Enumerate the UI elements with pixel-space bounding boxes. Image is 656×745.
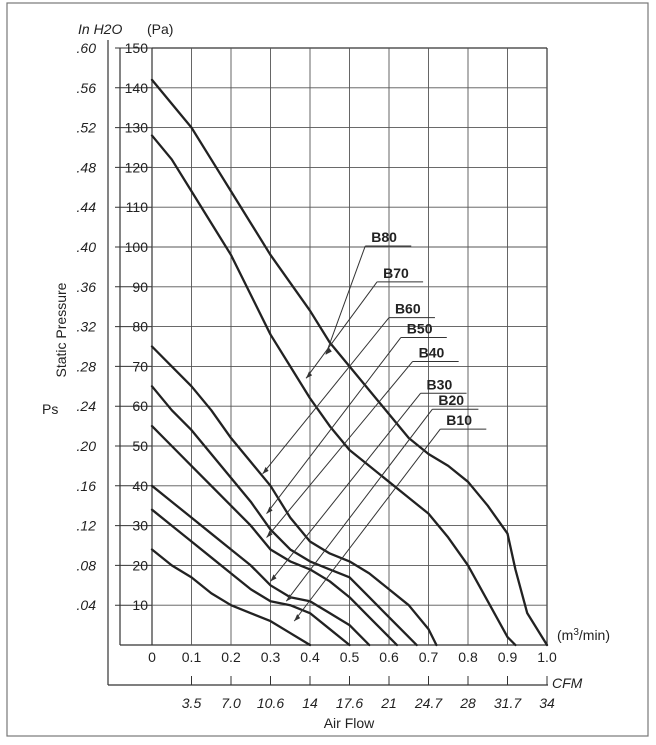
static-pressure-label: Static Pressure xyxy=(53,282,69,377)
pa-tick-label: 50 xyxy=(132,438,148,454)
inh2o-tick-label: .56 xyxy=(77,80,97,96)
leader-line-b70 xyxy=(305,281,378,379)
inh2o-tick-label: .40 xyxy=(77,239,97,255)
pa-tick-label: 20 xyxy=(132,557,148,573)
m3-tick-label: 0.2 xyxy=(221,649,241,665)
leader-arrow-b20 xyxy=(286,594,293,602)
curve-b30 xyxy=(150,484,371,647)
pa-tick-label: 70 xyxy=(132,358,148,374)
cfm-tick-label: 3.5 xyxy=(182,695,202,711)
cfm-unit-label: CFM xyxy=(552,675,583,691)
inh2o-tick-label: .08 xyxy=(77,557,97,573)
pa-tick-label: 100 xyxy=(125,239,149,255)
m3-tick-label: 0.5 xyxy=(340,649,360,665)
inh2o-tick-label: .52 xyxy=(77,120,97,136)
series-label-b40: B40 xyxy=(419,344,445,360)
inh2o-tick-label: .48 xyxy=(77,159,97,175)
cfm-tick-label: 7.0 xyxy=(221,695,241,711)
cfm-tick-label: 14 xyxy=(302,695,318,711)
inh2o-tick-label: .24 xyxy=(77,398,97,414)
inh2o-tick-label: .16 xyxy=(77,478,97,494)
outer-border xyxy=(6,2,649,737)
pa-unit-label: (Pa) xyxy=(147,21,173,37)
leader-line-b30 xyxy=(270,392,421,582)
curve-b40 xyxy=(150,424,399,647)
pa-tick-label: 150 xyxy=(125,40,149,56)
leader-arrow-b80 xyxy=(325,347,332,355)
m3-tick-label: 0.7 xyxy=(419,649,439,665)
curve-b20 xyxy=(150,508,351,647)
leader-arrow-b10 xyxy=(294,614,301,622)
m3-tick-label: 0.4 xyxy=(300,649,320,665)
inh2o-tick-label: .44 xyxy=(77,199,97,215)
m3-tick-label: 0.6 xyxy=(379,649,399,665)
curve-b70 xyxy=(150,134,517,647)
cfm-tick-label: 10.6 xyxy=(257,695,284,711)
grid-lines xyxy=(152,48,548,685)
pa-tick-label: 30 xyxy=(132,518,148,534)
series-label-b10: B10 xyxy=(446,412,472,428)
m3-tick-label: 0.1 xyxy=(182,649,202,665)
inh2o-tick-label: .36 xyxy=(77,279,97,295)
pa-tick-label: 10 xyxy=(132,597,148,613)
x-ticks: 0 0.1 0.2 0.3 0.4 0.5 0.6 0.7 0.8 0.9 1.0 3.5 7.0 10.… xyxy=(148,649,557,711)
m3-tick-label: 0.9 xyxy=(498,649,518,665)
leader-line-b50 xyxy=(266,337,402,514)
series-label-b30: B30 xyxy=(427,376,453,392)
leader-arrow-b60 xyxy=(262,466,269,474)
cfm-tick-label: 24.7 xyxy=(414,695,443,711)
inh2o-tick-label: .60 xyxy=(77,40,97,56)
pa-tick-label: 60 xyxy=(132,398,148,414)
inh2o-tick-label: .28 xyxy=(77,358,97,374)
leader-arrow-b70 xyxy=(306,371,313,379)
leader-line-b40 xyxy=(266,361,414,538)
leader-line-b20 xyxy=(285,408,433,602)
m3-tick-label: 0.8 xyxy=(458,649,478,665)
curve-b50 xyxy=(150,385,418,647)
inh2o-tick-label: .04 xyxy=(77,597,97,613)
m3-tick-label: 1.0 xyxy=(537,649,557,665)
leader-line-b80 xyxy=(325,245,366,355)
cfm-tick-label: 21 xyxy=(380,695,397,711)
leader-line-b10 xyxy=(293,428,441,622)
pa-tick-label: 120 xyxy=(125,159,149,175)
air-flow-label: Air Flow xyxy=(324,715,375,731)
cfm-tick-label: 31.7 xyxy=(494,695,522,711)
leader-arrow-b30 xyxy=(270,574,277,582)
pa-tick-label: 80 xyxy=(132,319,148,335)
curve-b10 xyxy=(150,548,312,647)
series-label-b50: B50 xyxy=(407,321,433,337)
leader-line-b60 xyxy=(262,317,390,475)
ps-symbol-label: Ps xyxy=(42,401,58,417)
leader-arrow-b50 xyxy=(266,506,273,514)
cfm-tick-label: 34 xyxy=(539,695,555,711)
pa-tick-label: 140 xyxy=(125,80,149,96)
pa-tick-label: 40 xyxy=(132,478,148,494)
axes xyxy=(107,40,548,686)
in-h2o-unit-label: In H2O xyxy=(78,21,122,37)
series-label-b20: B20 xyxy=(438,392,464,408)
inh2o-tick-label: .20 xyxy=(77,438,97,454)
cfm-tick-label: 17.6 xyxy=(336,695,363,711)
pa-tick-label: 90 xyxy=(132,279,148,295)
m3-min-unit-label: (m3/min) xyxy=(557,627,610,643)
series-label-b80: B80 xyxy=(371,229,397,245)
series-label-b60: B60 xyxy=(395,301,421,317)
curve-b80 xyxy=(150,78,549,647)
inh2o-tick-label: .12 xyxy=(77,518,97,534)
curves xyxy=(150,78,549,647)
pa-tick-label: 130 xyxy=(125,120,149,136)
m3-tick-label: 0.3 xyxy=(261,649,281,665)
curve-b60 xyxy=(150,345,438,647)
m3-tick-label: 0 xyxy=(148,649,156,665)
leader-arrow-b40 xyxy=(266,530,273,538)
y-ticks: 150 .60 140 .56 130 .52 120 .48 110 .44 100 .40 90 .3… xyxy=(77,40,152,613)
inh2o-tick-label: .32 xyxy=(77,319,97,335)
series-label-b70: B70 xyxy=(383,265,409,281)
pa-tick-label: 110 xyxy=(126,199,149,215)
cfm-tick-label: 28 xyxy=(459,695,476,711)
